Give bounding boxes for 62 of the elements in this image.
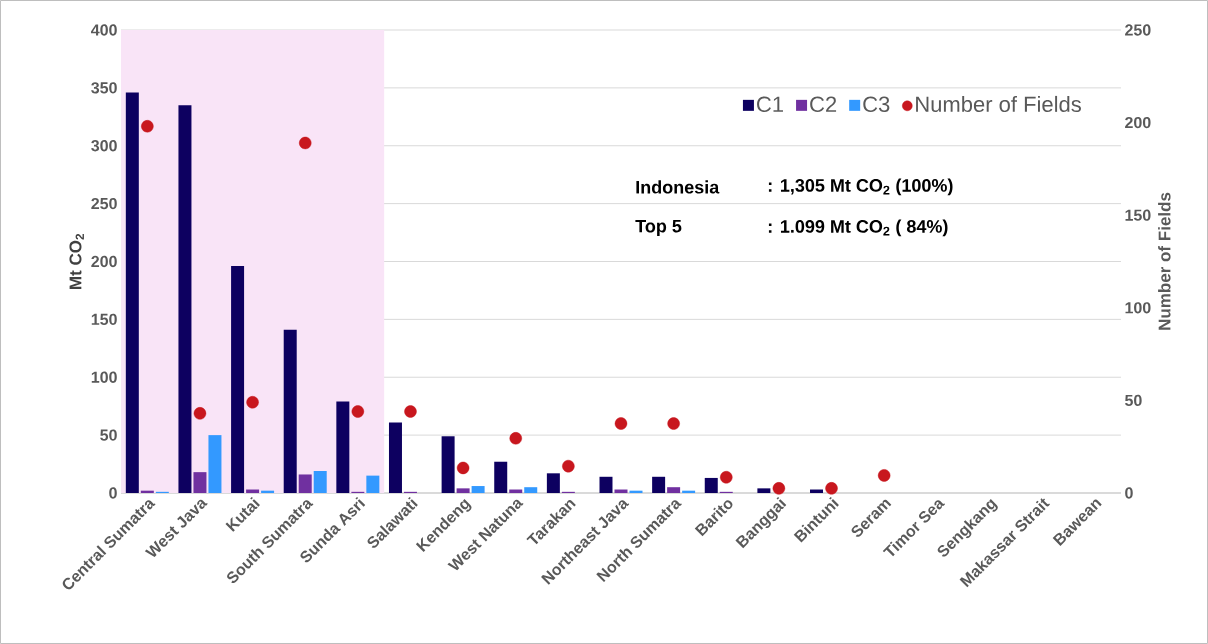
y-tick-label: 100	[91, 371, 117, 383]
bar	[231, 266, 245, 493]
point	[509, 432, 522, 445]
point	[299, 136, 312, 150]
point	[877, 469, 891, 482]
point	[667, 417, 680, 430]
bar	[208, 435, 222, 493]
bar	[546, 473, 560, 493]
point	[825, 482, 838, 495]
y2-tick-label: 0	[1125, 487, 1133, 499]
bar	[441, 436, 455, 493]
point	[614, 417, 628, 430]
y-axis-title: Mt CO$_{2}$	[69, 233, 84, 289]
bar	[599, 476, 613, 493]
bar	[494, 461, 508, 493]
y2-tick-label: 150	[1125, 209, 1151, 221]
legend-label: C1	[757, 96, 783, 113]
y-tick-label: 150	[91, 313, 117, 326]
y2-axis-title: Number of Fields	[1158, 192, 1171, 330]
bar	[178, 105, 192, 493]
annotation: : 1,305 Mt CO$_{2}$ (100%)	[768, 178, 953, 196]
point	[456, 461, 470, 475]
point	[351, 405, 365, 418]
point	[141, 120, 154, 133]
bar	[456, 488, 470, 493]
bar	[336, 401, 350, 493]
annotation: Indonesia	[636, 180, 720, 194]
bar	[652, 476, 666, 493]
bar	[125, 92, 139, 493]
point	[562, 459, 575, 473]
annotation: Top 5	[635, 219, 682, 237]
bar	[366, 475, 380, 493]
point	[193, 407, 207, 420]
y-tick-label: 50	[100, 429, 117, 441]
y2-tick-label: 250	[1125, 24, 1151, 36]
bar	[524, 487, 538, 493]
bar	[193, 472, 207, 493]
y-tick-label: 0	[109, 487, 117, 499]
point	[720, 471, 733, 484]
y-tick-label: 350	[91, 82, 117, 94]
bar	[283, 329, 297, 493]
bar	[388, 422, 402, 493]
y-tick-label: 300	[91, 140, 117, 152]
legend-label: C2	[810, 96, 837, 113]
legend-label: C3	[863, 96, 890, 113]
point	[404, 405, 417, 418]
bar	[757, 488, 771, 493]
bar	[667, 487, 681, 493]
y2-tick-label: 200	[1125, 116, 1151, 129]
bar	[298, 474, 312, 493]
y-tick-label: 400	[91, 24, 117, 36]
legend-label: Number of Fields	[916, 95, 1081, 113]
y-tick-label: 200	[91, 255, 117, 268]
annotation: : 1.099 Mt CO$_{2}$ ( 84%)	[768, 219, 948, 237]
y2-tick-label: 100	[1125, 302, 1151, 314]
y2-tick-label: 50	[1125, 394, 1142, 407]
point	[246, 396, 259, 409]
bar	[471, 486, 485, 493]
bar	[704, 477, 718, 493]
point	[772, 482, 786, 495]
y-tick-label: 250	[91, 197, 117, 210]
bar	[313, 470, 327, 493]
